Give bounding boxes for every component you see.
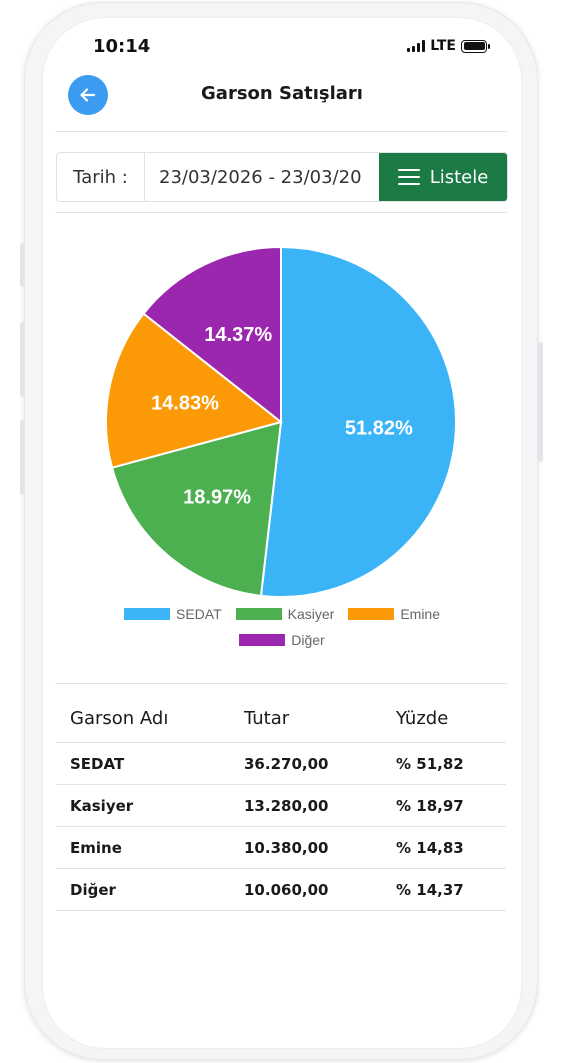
table-row[interactable]: Kasiyer 13.280,00 % 18,97 <box>56 784 506 827</box>
pie-slice-emine[interactable] <box>105 312 284 469</box>
table-row[interactable]: Diğer 10.060,00 % 14,37 <box>56 868 506 911</box>
back-button[interactable] <box>68 75 108 115</box>
pie-slice-diğer[interactable] <box>142 245 282 425</box>
waiter-name: Diğer <box>56 868 243 911</box>
waiter-name: SEDAT <box>56 742 243 785</box>
list-button-label: Listele <box>429 166 489 188</box>
legend-item[interactable]: Diğer <box>239 632 325 648</box>
divider <box>55 212 507 213</box>
sales-amount: 10.380,00 <box>243 826 395 869</box>
waiter-sales-table: Garson Adı Tutar Yüzde SEDAT 36.270,00 %… <box>56 694 506 911</box>
signal-icon <box>407 40 426 52</box>
legend-label: Emine <box>400 606 440 622</box>
menu-icon <box>397 169 420 185</box>
table-row[interactable]: Emine 10.380,00 % 14,83 <box>56 826 506 869</box>
battery-icon <box>461 39 490 53</box>
sales-percent: % 14,83 <box>395 826 506 869</box>
status-bar: 10:14 LTE <box>43 18 521 76</box>
legend-swatch <box>348 608 395 620</box>
legend-label: Kasiyer <box>287 606 335 622</box>
divider <box>55 683 507 684</box>
pie-slice-kasiyer[interactable] <box>110 420 283 597</box>
sales-amount: 10.060,00 <box>243 868 395 911</box>
sales-amount: 13.280,00 <box>243 784 395 827</box>
waiter-name: Emine <box>56 826 243 869</box>
sales-amount: 36.270,00 <box>243 742 395 785</box>
page-title: Garson Satışları <box>201 83 363 104</box>
legend-swatch <box>123 608 170 620</box>
sales-percent: % 51,82 <box>395 742 506 785</box>
divider <box>55 131 507 132</box>
side-button <box>20 243 25 287</box>
legend-item[interactable]: SEDAT <box>123 606 222 622</box>
column-header-amount: Tutar <box>243 694 395 743</box>
app-screen: 10:14 LTE Garson Satışları Tarih : 23/03… <box>43 18 521 1048</box>
status-indicators: LTE <box>407 38 490 54</box>
side-button <box>20 322 25 397</box>
pie-chart: 51.82% 18.97% 14.83% 14.37% <box>105 245 457 598</box>
pie-slice-sedat[interactable] <box>259 245 457 598</box>
pie-slice-label: 14.83% <box>151 392 219 414</box>
legend-label: Diğer <box>291 632 325 648</box>
legend-swatch <box>239 634 286 646</box>
date-filter-bar: Tarih : 23/03/2026 - 23/03/20 Listele <box>56 152 508 202</box>
arrow-left-icon <box>80 88 96 102</box>
legend-item[interactable]: Emine <box>348 606 440 622</box>
table-row[interactable]: SEDAT 36.270,00 % 51,82 <box>56 742 506 785</box>
chart-legend: SEDAT Kasiyer Emine Diğer <box>43 606 521 658</box>
side-button <box>20 420 25 495</box>
side-button <box>538 342 543 462</box>
waiter-name: Kasiyer <box>56 784 243 827</box>
column-header-percent: Yüzde <box>395 694 506 743</box>
network-type: LTE <box>430 38 456 54</box>
legend-swatch <box>235 608 282 620</box>
sales-percent: % 14,37 <box>395 868 506 911</box>
sales-percent: % 18,97 <box>395 784 506 827</box>
pie-slice-label: 18.97% <box>183 486 251 508</box>
page-header: Garson Satışları <box>43 73 521 131</box>
legend-item[interactable]: Kasiyer <box>235 606 335 622</box>
status-time: 10:14 <box>93 36 151 57</box>
legend-label: SEDAT <box>175 606 222 622</box>
date-range-input[interactable]: 23/03/2026 - 23/03/20 <box>159 166 362 188</box>
list-button[interactable]: Listele <box>379 153 507 201</box>
pie-slice-label: 14.37% <box>204 324 272 346</box>
column-header-name: Garson Adı <box>56 694 243 743</box>
pie-slice-label: 51.82% <box>345 418 413 440</box>
table-header-row: Garson Adı Tutar Yüzde <box>56 694 506 743</box>
date-label: Tarih : <box>57 153 145 201</box>
